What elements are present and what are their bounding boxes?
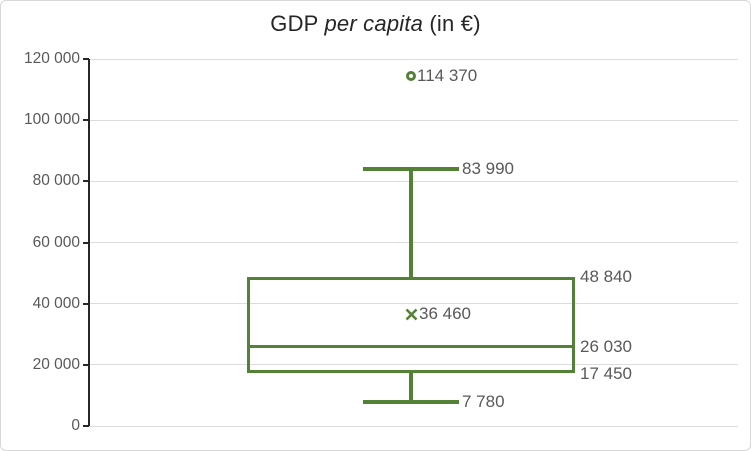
mean-label: 36 460 (419, 304, 471, 324)
y-axis-tick (83, 302, 89, 305)
y-tick-label: 60 000 (32, 233, 80, 251)
y-axis-tick (83, 241, 89, 244)
gridline (89, 364, 738, 366)
gridline (89, 242, 738, 243)
chart-title-prefix: GDP (270, 11, 325, 36)
gridline (89, 180, 738, 182)
gridline (89, 58, 738, 60)
q3-label: 48 840 (580, 266, 632, 286)
gridline (89, 303, 738, 305)
q1-label: 17 450 (580, 363, 632, 383)
plot-area: 114 370 83 990 48 840 36 460 26 030 17 450 7 7… (89, 58, 738, 427)
y-axis-tick (83, 58, 89, 60)
y-tick-label: 80 000 (32, 172, 80, 190)
whisker-lower-line (409, 372, 413, 403)
whisker-lower-cap (363, 400, 459, 405)
y-tick-label: 20 000 (32, 355, 80, 373)
y-tick-label: 120 000 (23, 50, 80, 67)
chart-title-suffix: (in €) (423, 11, 481, 36)
y-axis-line (88, 59, 90, 426)
iqr-box (247, 276, 575, 373)
mean-x-marker (405, 308, 418, 321)
median-label: 26 030 (580, 337, 632, 357)
y-axis-tick (83, 180, 89, 183)
y-tick-label: 0 (71, 417, 80, 434)
whisker-upper-line (409, 169, 413, 277)
outlier-marker (406, 71, 416, 82)
whisker-max-label: 83 990 (462, 159, 514, 179)
whisker-min-label: 7 780 (462, 392, 505, 412)
gridline (89, 425, 738, 427)
chart-title-italic: per capita (324, 11, 424, 36)
y-tick-label: 100 000 (23, 111, 80, 129)
gridline (89, 119, 738, 121)
chart-title: GDP per capita (in €) (1, 11, 750, 37)
y-tick-label: 40 000 (32, 294, 80, 312)
y-axis-tick (83, 425, 89, 427)
outlier-label: 114 370 (417, 66, 478, 86)
whisker-upper-cap (363, 167, 459, 172)
median-line (247, 344, 575, 348)
y-axis-tick (83, 119, 89, 122)
y-axis-tick (83, 363, 89, 366)
